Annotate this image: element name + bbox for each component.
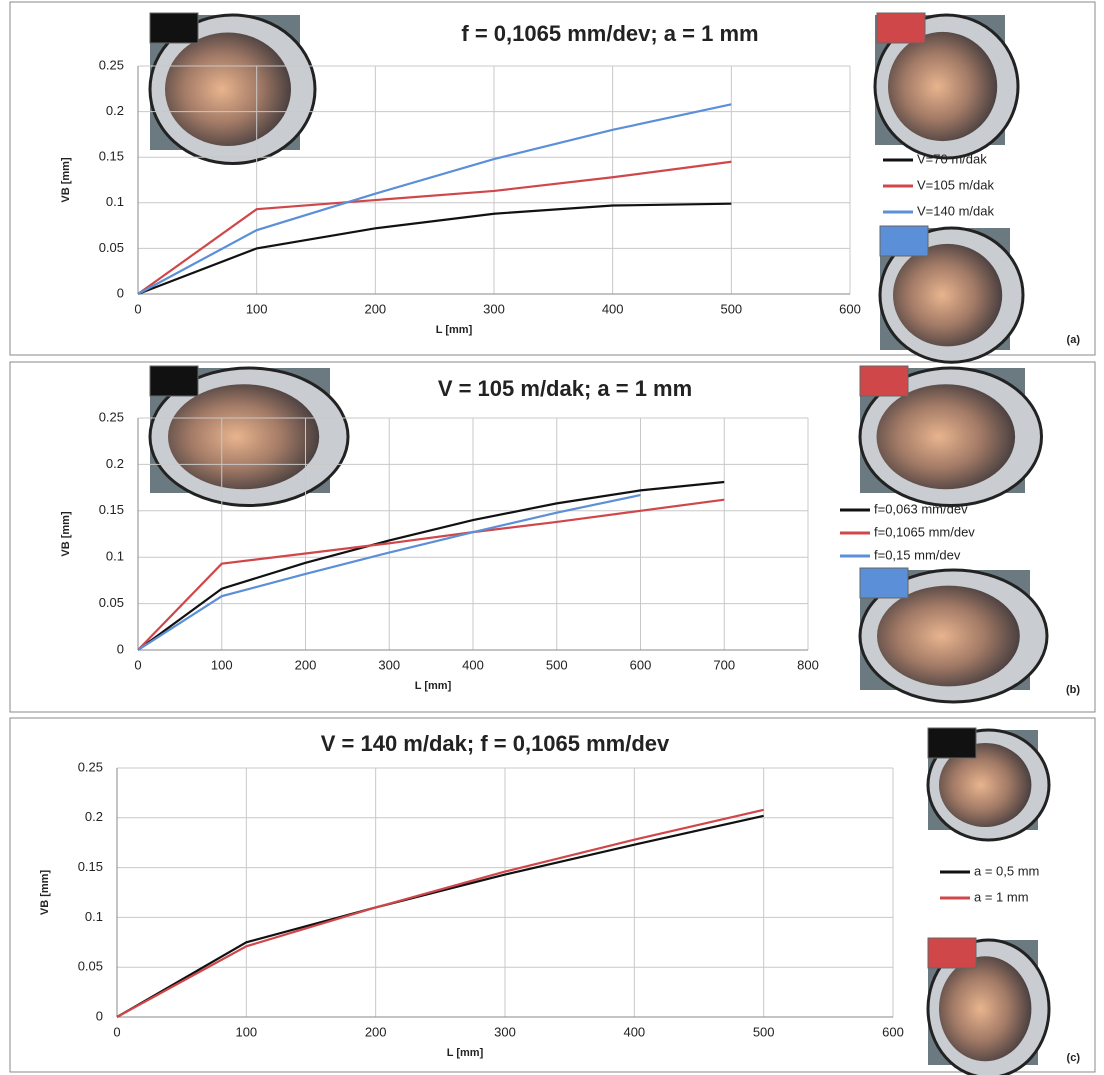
y-axis-label: VB [mm] [60,511,72,557]
y-tick-label: 0 [117,641,124,656]
y-tick-label: 0.25 [99,57,124,72]
photo-disc [165,32,291,146]
series-line [137,498,725,651]
panel-frame [9,717,1096,1073]
legend-label: f=0,15 mm/dev [874,547,961,562]
x-axis-label: L [mm] [447,1047,484,1059]
x-axis-label: L [mm] [415,680,452,692]
x-tick-label: 700 [713,657,735,672]
photo-swatch [927,727,977,759]
y-tick-label: 0.25 [99,409,124,424]
x-tick-label: 300 [378,657,400,672]
x-tick-label: 400 [602,301,624,316]
x-tick-label: 200 [365,1024,387,1039]
legend-label: a = 0,5 mm [974,863,1039,878]
series-line [137,202,732,296]
photo-disc [876,384,1016,490]
photo-disc [939,743,1032,827]
series-line [137,103,732,295]
photo-disc [877,585,1020,687]
photo-disc [888,31,998,142]
photo-disc [168,384,320,490]
x-axis-label: L [mm] [436,324,473,336]
y-tick-label: 0.15 [99,502,124,517]
x-tick-label: 200 [364,301,386,316]
legend-label: V=70 m/dak [917,151,987,166]
x-tick-label: 0 [134,657,141,672]
panel-label: (b) [1066,684,1080,696]
panel-label: (c) [1067,1052,1081,1064]
x-tick-label: 800 [797,657,819,672]
x-tick-label: 500 [753,1024,775,1039]
x-tick-label: 500 [720,301,742,316]
x-tick-label: 100 [235,1024,257,1039]
y-tick-label: 0.05 [99,595,124,610]
x-tick-label: 500 [546,657,568,672]
series-line [137,493,641,651]
y-tick-label: 0.1 [106,549,124,564]
x-tick-label: 600 [882,1024,904,1039]
chart-title: V = 105 m/dak; a = 1 mm [438,376,692,401]
photo-swatch [879,225,929,257]
y-tick-label: 0 [117,285,124,300]
photo-swatch [149,365,199,397]
series-line [137,160,732,295]
photo-swatch [927,937,977,969]
y-axis-label: VB [mm] [39,870,51,916]
photo-disc [939,956,1032,1062]
photo-disc [893,243,1003,347]
x-tick-label: 600 [839,301,861,316]
photo-swatch [859,365,909,397]
legend-label: a = 1 mm [974,889,1029,904]
x-tick-label: 100 [211,657,233,672]
y-tick-label: 0 [96,1008,103,1023]
y-tick-label: 0.1 [106,194,124,209]
photo-swatch [859,567,909,599]
y-tick-label: 0.15 [99,149,124,164]
x-tick-label: 300 [494,1024,516,1039]
y-tick-label: 0.2 [106,103,124,118]
x-tick-label: 0 [134,301,141,316]
x-tick-label: 400 [623,1024,645,1039]
x-tick-label: 200 [295,657,317,672]
legend-label: f=0,1065 mm/dev [874,524,975,539]
y-tick-label: 0.15 [78,859,103,874]
series-line [116,808,764,1018]
y-axis-label: VB [mm] [60,157,72,203]
y-tick-label: 0.05 [78,959,103,974]
x-tick-label: 0 [113,1024,120,1039]
y-tick-label: 0.25 [78,759,103,774]
series-line [137,480,725,651]
y-tick-label: 0.1 [85,909,103,924]
x-tick-label: 600 [630,657,652,672]
chart-title: f = 0,1065 mm/dev; a = 1 mm [461,21,758,46]
series-line [116,814,764,1018]
chart-title: V = 140 m/dak; f = 0,1065 mm/dev [321,731,670,756]
panel-label: (a) [1067,334,1081,346]
y-tick-label: 0.05 [99,240,124,255]
legend-label: f=0,063 mm/dev [874,501,968,516]
x-tick-label: 400 [462,657,484,672]
x-tick-label: 100 [246,301,268,316]
legend-label: V=140 m/dak [917,203,994,218]
x-tick-label: 300 [483,301,505,316]
legend-label: V=105 m/dak [917,177,994,192]
photo-swatch [149,12,199,44]
y-tick-label: 0.2 [106,456,124,471]
y-tick-label: 0.2 [85,809,103,824]
photo-swatch [876,12,926,44]
